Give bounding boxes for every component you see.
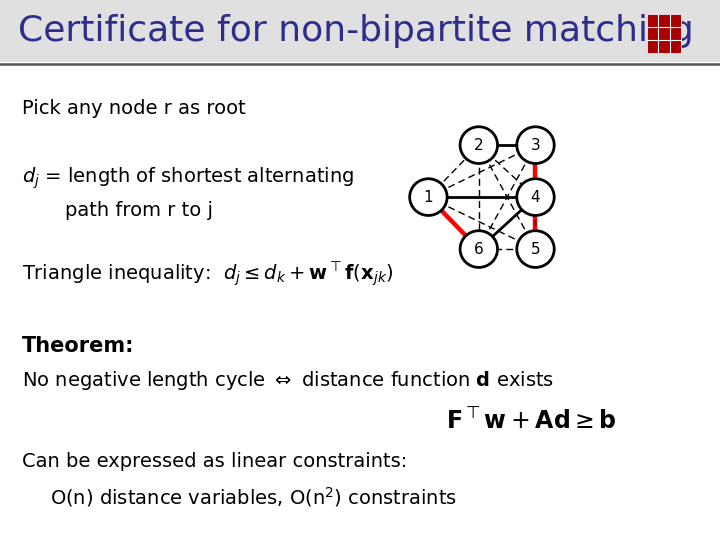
Text: 2: 2 xyxy=(474,138,484,153)
Text: O(n) distance variables, O(n$^2$) constraints: O(n) distance variables, O(n$^2$) constr… xyxy=(50,485,457,509)
Ellipse shape xyxy=(517,231,554,267)
FancyBboxPatch shape xyxy=(0,0,720,62)
Text: 3: 3 xyxy=(531,138,541,153)
Text: 6: 6 xyxy=(474,241,484,256)
Text: Theorem:: Theorem: xyxy=(22,335,134,356)
Ellipse shape xyxy=(460,127,498,164)
Text: Can be expressed as linear constraints:: Can be expressed as linear constraints: xyxy=(22,452,407,471)
Ellipse shape xyxy=(460,231,498,267)
Ellipse shape xyxy=(410,179,447,215)
Text: Certificate for non-bipartite matching: Certificate for non-bipartite matching xyxy=(18,15,694,48)
Text: No negative length cycle $\Leftrightarrow$ distance function $\mathbf{d}$ exists: No negative length cycle $\Leftrightarro… xyxy=(22,369,554,392)
Text: 4: 4 xyxy=(531,190,540,205)
Text: Pick any node r as root: Pick any node r as root xyxy=(22,98,246,118)
Text: Triangle inequality:  $d_j \leq d_k + \mathbf{w}^{\top}\mathbf{f}(\mathbf{x}_{jk: Triangle inequality: $d_j \leq d_k + \ma… xyxy=(22,261,393,289)
Text: path from r to j: path from r to j xyxy=(65,201,213,220)
FancyBboxPatch shape xyxy=(647,14,681,53)
Text: $d_j$ = length of shortest alternating: $d_j$ = length of shortest alternating xyxy=(22,165,354,191)
Text: 1: 1 xyxy=(423,190,433,205)
Text: $\mathbf{F}^{\top}\mathbf{w} + \mathbf{Ad} \geq \mathbf{b}$: $\mathbf{F}^{\top}\mathbf{w} + \mathbf{A… xyxy=(446,408,617,434)
Ellipse shape xyxy=(517,127,554,164)
Ellipse shape xyxy=(517,179,554,215)
Text: 5: 5 xyxy=(531,241,540,256)
